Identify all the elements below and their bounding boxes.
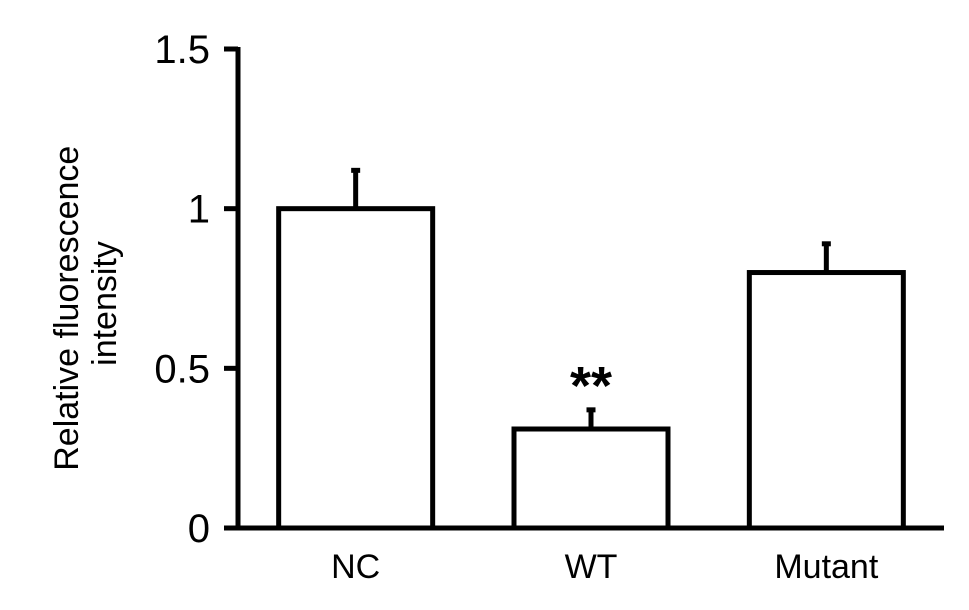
annotations-layer: ** (570, 356, 612, 416)
x-categories-layer: NC WT Mutant (331, 548, 879, 586)
y-tick-label: 1.5 (154, 28, 210, 72)
y-tick-label: 1 (188, 188, 210, 232)
bar-wt (511, 426, 671, 531)
significance-marker: ** (570, 356, 612, 416)
y-tick-label: 0.5 (154, 347, 210, 391)
x-category-label: Mutant (774, 548, 878, 586)
y-axis-label-line-2: intensity (86, 241, 124, 366)
x-category-label: WT (565, 548, 618, 586)
y-axis-label: Relative fluorescence intensity (48, 136, 124, 471)
x-category-label: NC (331, 548, 380, 586)
y-axis-label-line-1: Relative fluorescence (48, 146, 86, 471)
y-tick-label: 0 (188, 507, 210, 551)
error-bars-layer (351, 167, 831, 430)
bar-nc (276, 206, 436, 531)
axes-layer (235, 47, 944, 531)
bar-mutant (746, 270, 906, 531)
y-ticks-layer: 0 0.5 1 1.5 (154, 28, 238, 551)
